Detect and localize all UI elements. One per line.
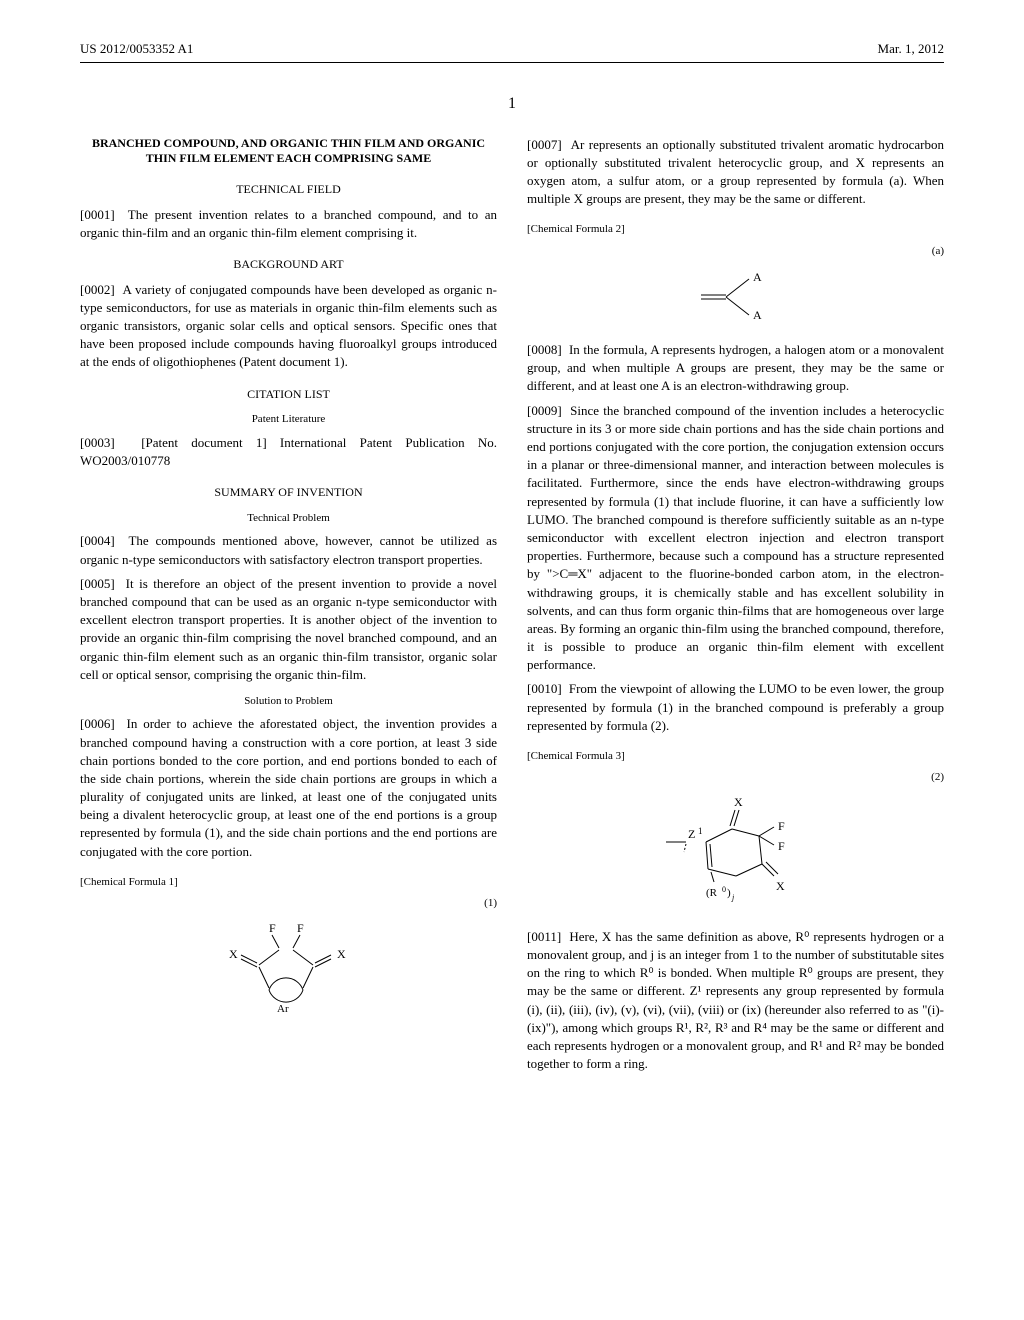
label-R: (R	[706, 887, 718, 899]
page-header: US 2012/0053352 A1 Mar. 1, 2012	[80, 40, 944, 63]
publication-date: Mar. 1, 2012	[878, 40, 944, 58]
para-text: It is therefore an object of the present…	[80, 576, 497, 682]
label-F: F	[297, 921, 304, 935]
label-F: F	[778, 819, 785, 833]
right-column: [0007] Ar represents an optionally subst…	[527, 136, 944, 1080]
label-Ar: Ar	[277, 1003, 289, 1015]
paragraph: [0011] Here, X has the same definition a…	[527, 928, 944, 1074]
publication-number: US 2012/0053352 A1	[80, 40, 193, 58]
paragraph: [0004] The compounds mentioned above, ho…	[80, 532, 497, 568]
page-number: 1	[80, 93, 944, 115]
label-X: X	[734, 795, 743, 809]
label-X: X	[337, 947, 346, 961]
para-text: The compounds mentioned above, however, …	[80, 533, 497, 566]
paragraph: [0010] From the viewpoint of allowing th…	[527, 680, 944, 735]
para-number: [0007]	[527, 137, 562, 152]
label-X: X	[229, 947, 238, 961]
section-heading: SUMMARY OF INVENTION	[80, 484, 497, 501]
chemical-formula-label: [Chemical Formula 2]	[527, 222, 944, 237]
label-F: F	[269, 921, 276, 935]
label-R-sup: 0	[722, 885, 726, 894]
two-column-layout: BRANCHED COMPOUND, AND ORGANIC THIN FILM…	[80, 136, 944, 1080]
label-F: F	[778, 839, 785, 853]
para-text: In order to achieve the aforestated obje…	[80, 716, 497, 858]
para-number: [0011]	[527, 929, 561, 944]
para-number: [0001]	[80, 207, 115, 222]
label-A: A	[753, 270, 762, 284]
chemical-structure-1: F F X X Ar	[80, 920, 497, 1030]
para-text: In the formula, A represents hydrogen, a…	[527, 342, 944, 393]
label-Z: Z	[688, 827, 695, 841]
paragraph: [0002] A variety of conjugated compounds…	[80, 281, 497, 372]
section-heading: TECHNICAL FIELD	[80, 181, 497, 198]
paragraph: [0008] In the formula, A represents hydr…	[527, 341, 944, 396]
label-R-suffix: )	[727, 887, 731, 899]
chemical-formula-label: [Chemical Formula 3]	[527, 749, 944, 764]
para-number: [0002]	[80, 282, 115, 297]
paragraph: [0005] It is therefore an object of the …	[80, 575, 497, 684]
label-j: j	[731, 893, 735, 902]
paragraph: [0007] Ar represents an optionally subst…	[527, 136, 944, 209]
label-A: A	[753, 308, 762, 322]
label-Z-sup: 1	[698, 826, 703, 836]
section-heading: BACKGROUND ART	[80, 256, 497, 273]
left-column: BRANCHED COMPOUND, AND ORGANIC THIN FILM…	[80, 136, 497, 1080]
paragraph: [0006] In order to achieve the aforestat…	[80, 715, 497, 861]
label-X: X	[776, 879, 785, 893]
section-heading: CITATION LIST	[80, 386, 497, 403]
para-text: Ar represents an optionally substituted …	[527, 137, 944, 207]
para-number: [0003]	[80, 435, 115, 450]
paragraph: [0009] Since the branched compound of th…	[527, 402, 944, 675]
para-number: [0006]	[80, 716, 115, 731]
para-text: Here, X has the same definition as above…	[527, 929, 944, 1071]
paragraph: [0003] [Patent document 1] International…	[80, 434, 497, 470]
para-text: A variety of conjugated compounds have b…	[80, 282, 497, 370]
chemical-structure-a: A A	[527, 267, 944, 327]
chemical-formula-label: [Chemical Formula 1]	[80, 875, 497, 890]
formula-number: (1)	[80, 896, 497, 911]
paragraph: [0001] The present invention relates to …	[80, 206, 497, 242]
para-number: [0004]	[80, 533, 115, 548]
formula-number: (2)	[527, 770, 944, 785]
sub-heading: Technical Problem	[80, 511, 497, 526]
formula-number: (a)	[527, 244, 944, 259]
para-number: [0005]	[80, 576, 115, 591]
para-text: [Patent document 1] International Patent…	[80, 435, 497, 468]
para-text: The present invention relates to a branc…	[80, 207, 497, 240]
chemical-structure-2: X F F X Z 1 (R	[527, 794, 944, 914]
para-number: [0010]	[527, 681, 562, 696]
para-number: [0009]	[527, 403, 562, 418]
document-title: BRANCHED COMPOUND, AND ORGANIC THIN FILM…	[80, 136, 497, 167]
para-text: From the viewpoint of allowing the LUMO …	[527, 681, 944, 732]
sub-heading: Solution to Problem	[80, 694, 497, 709]
sub-heading: Patent Literature	[80, 412, 497, 427]
para-text: Since the branched compound of the inven…	[527, 403, 944, 673]
para-number: [0008]	[527, 342, 562, 357]
